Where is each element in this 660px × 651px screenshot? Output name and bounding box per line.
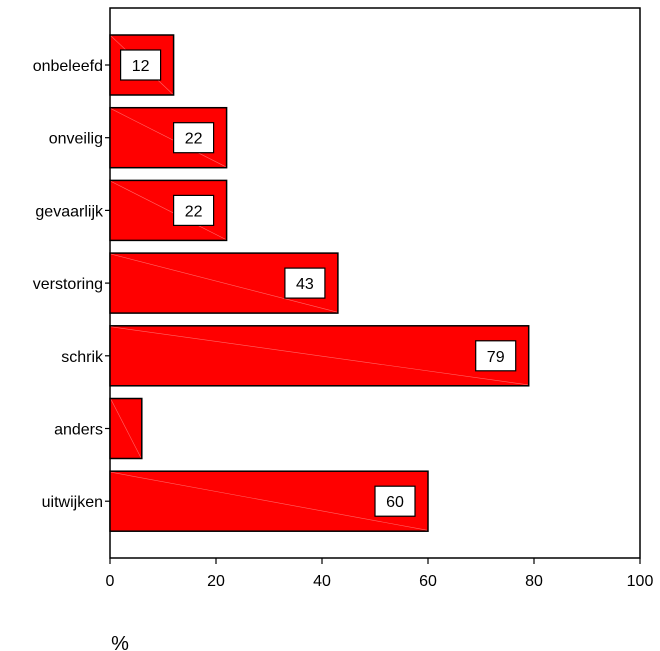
data-label-verstoring: 43	[296, 276, 314, 293]
category-label-gevaarlijk: gevaarlijk	[35, 203, 104, 220]
bar-shade-onveilig	[110, 108, 226, 167]
bar-shade-verstoring	[110, 253, 337, 313]
data-label-uitwijken: 60	[386, 494, 404, 511]
bar-shade-uitwijken	[110, 471, 428, 531]
category-label-uitwijken: uitwijken	[42, 494, 103, 511]
category-label-onbeleefd: onbeleefd	[33, 58, 103, 75]
bar-shade-anders	[110, 399, 142, 458]
x-axis-title: %	[111, 633, 129, 651]
data-labels-group: 12 22 22 43 79 60	[119, 49, 517, 517]
x-tick-label-20: 20	[207, 573, 225, 590]
x-tick-label-60: 60	[419, 573, 437, 590]
data-label-box-verstoring	[284, 267, 326, 299]
x-tick-label-80: 80	[525, 573, 543, 590]
data-label-onbeleefd: 12	[132, 58, 150, 75]
data-label-schrik: 79	[487, 349, 505, 366]
x-tick-label-40: 40	[313, 573, 331, 590]
bars-group	[109, 34, 530, 532]
data-label-onveilig: 22	[185, 131, 203, 148]
data-label-box-onbeleefd	[119, 49, 162, 81]
category-label-anders: anders	[54, 422, 103, 439]
x-ticks-group: 0 20 40 60 80 100	[106, 558, 654, 590]
x-tick-label-100: 100	[627, 573, 654, 590]
bar-shade-gevaarlijk	[110, 181, 226, 240]
data-label-gevaarlijk: 22	[185, 203, 203, 220]
data-label-box-onveilig	[173, 122, 215, 154]
category-label-verstoring: verstoring	[33, 276, 103, 293]
data-label-box-uitwijken	[374, 485, 416, 517]
data-label-box-gevaarlijk	[173, 194, 215, 226]
bar-shade-schrik	[110, 326, 528, 386]
x-tick-label-0: 0	[106, 573, 115, 590]
category-label-onveilig: onveilig	[49, 131, 103, 148]
data-label-box-schrik	[475, 340, 517, 372]
category-label-schrik: schrik	[61, 349, 104, 366]
category-labels-group: onbeleefd onveilig gevaarlijk verstoring sch…	[33, 58, 110, 511]
